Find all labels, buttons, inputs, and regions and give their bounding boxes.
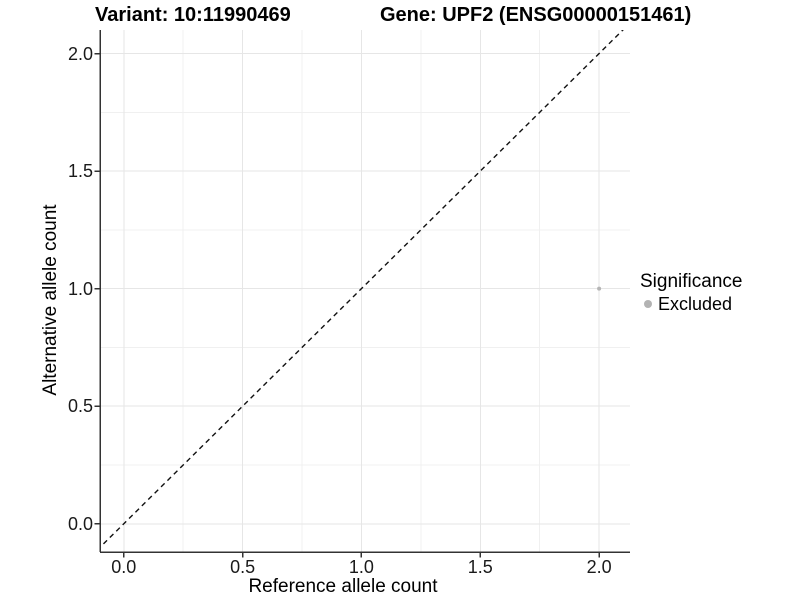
legend-item-excluded: Excluded	[640, 294, 742, 314]
plot-title-gene: Gene: UPF2 (ENSG00000151461)	[380, 4, 692, 26]
legend-title: Significance	[640, 271, 743, 292]
x-axis-label: Reference allele count	[248, 576, 438, 597]
legend: Significance Excluded	[640, 271, 742, 314]
y-tick-label: 1.0	[67, 278, 93, 299]
identity-line	[100, 30, 624, 549]
data-point	[597, 286, 602, 291]
legend-key	[640, 296, 656, 312]
x-tick-label: 2.0	[586, 557, 612, 577]
x-tick-label: 1.5	[467, 557, 493, 577]
x-tick-label: 0.0	[111, 557, 137, 577]
plot-title-variant: Variant: 10:11990469	[95, 4, 291, 26]
y-axis-label: Alternative allele count	[40, 204, 61, 396]
legend-item-label: Excluded	[658, 294, 733, 314]
x-tick-label: 0.5	[230, 557, 256, 577]
legend-point-icon	[644, 300, 652, 308]
x-tick-label: 1.0	[348, 557, 374, 577]
y-tick-label: 0.0	[67, 513, 93, 534]
y-tick-label: 2.0	[67, 43, 93, 64]
y-tick-label: 0.5	[67, 396, 93, 417]
y-tick-label: 1.5	[67, 161, 93, 182]
